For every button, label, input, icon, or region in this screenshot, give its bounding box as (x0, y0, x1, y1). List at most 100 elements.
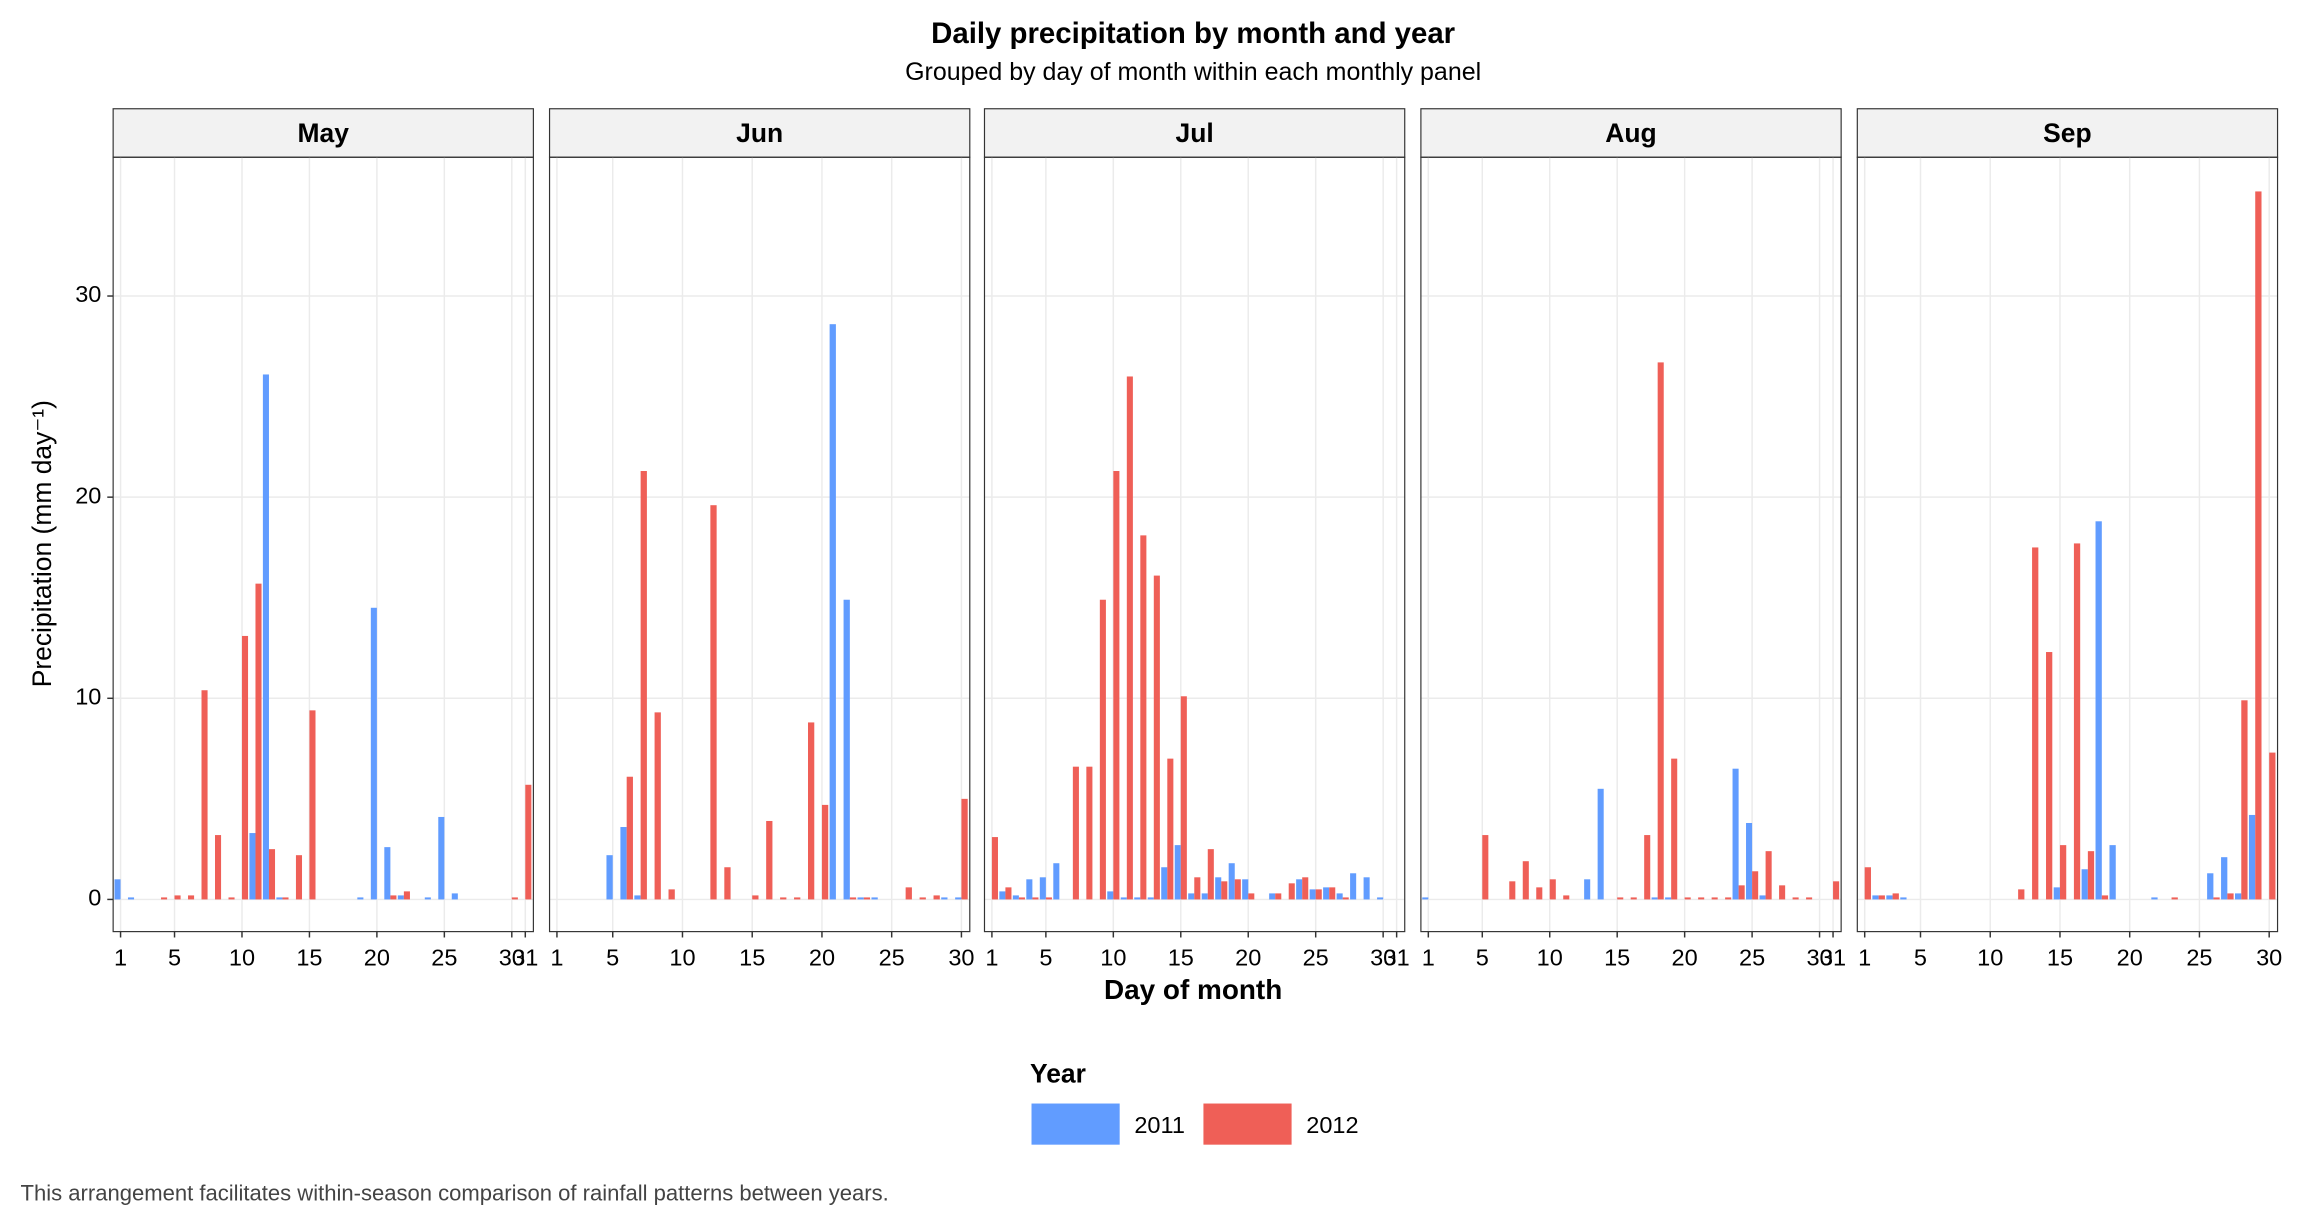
bar (1140, 535, 1147, 900)
bar (1806, 897, 1813, 900)
bar (1671, 758, 1678, 900)
y-tick-label: 30 (75, 281, 101, 307)
x-tick-label: 15 (296, 945, 322, 971)
strip-label: Aug (1605, 118, 1656, 148)
bar (2221, 857, 2228, 900)
plot-background (1857, 157, 2278, 932)
bar (620, 827, 627, 900)
bar (1759, 895, 1766, 900)
plot-background (549, 157, 970, 932)
bar (752, 895, 759, 900)
bar (766, 820, 773, 900)
bar (241, 635, 249, 900)
bar (941, 897, 948, 900)
bar (1107, 891, 1114, 900)
bar (1288, 883, 1295, 900)
strip-label: Jul (1176, 118, 1214, 148)
panel-border (1856, 156, 2279, 933)
caption: This arrangement facilitates within-seas… (21, 1180, 889, 1205)
bar (1363, 877, 1370, 900)
strip-label: Sep (2043, 118, 2092, 148)
bar (2081, 869, 2088, 900)
bar (1336, 893, 1343, 900)
bar (114, 879, 121, 900)
legend-title: Year (1030, 1059, 1086, 1089)
bar (1032, 897, 1039, 900)
bar (654, 712, 661, 900)
bar (403, 891, 410, 900)
bar (397, 895, 404, 900)
bar (961, 798, 968, 900)
bar (309, 710, 316, 900)
bar (843, 599, 850, 900)
bar (1617, 897, 1624, 900)
bar (2018, 889, 2025, 900)
bar (1698, 897, 1705, 900)
bar (1900, 897, 1907, 900)
bar (1269, 893, 1276, 900)
bar (1215, 877, 1222, 900)
y-axis-title: Precipitation (mm day⁻¹) (27, 400, 57, 687)
bar (1711, 897, 1718, 900)
bar (724, 867, 731, 900)
bar (794, 897, 801, 900)
x-tick-label: 1 (985, 945, 998, 971)
x-tick-label: 25 (1739, 945, 1765, 971)
bar (282, 897, 289, 900)
y-tick-label: 20 (75, 482, 101, 508)
bar (1329, 887, 1336, 900)
strip-background (1420, 108, 1842, 158)
bar (1892, 893, 1899, 900)
bar (808, 722, 815, 900)
bar (640, 471, 647, 900)
bar (1746, 822, 1753, 900)
bar (174, 895, 181, 900)
bar (626, 776, 633, 900)
x-tick-label: 5 (168, 945, 181, 971)
bar (1509, 881, 1516, 900)
x-tick-label: 20 (364, 945, 390, 971)
x-tick-label: 25 (431, 945, 457, 971)
chart-subtitle: Grouped by day of month within each mont… (905, 58, 1481, 86)
bar (606, 855, 613, 900)
x-tick-label: 31 (1820, 945, 1846, 971)
bar (525, 784, 532, 900)
bar (1302, 877, 1309, 900)
x-tick-label: 20 (809, 945, 835, 971)
bar (955, 897, 962, 900)
bar (2032, 547, 2039, 900)
legend-key (1203, 1103, 1292, 1145)
bar (2095, 521, 2102, 900)
bar (1207, 849, 1214, 900)
bar (919, 897, 926, 900)
bar (1242, 879, 1249, 900)
bar (1563, 895, 1570, 900)
strip-background (1856, 108, 2279, 158)
bar (2053, 887, 2060, 900)
x-tick-label: 25 (879, 945, 905, 971)
bar (905, 887, 912, 900)
bar (1536, 887, 1543, 900)
bar (634, 895, 641, 900)
bar (1039, 877, 1046, 900)
bar (2248, 814, 2256, 900)
panel-border (1420, 156, 1842, 933)
bar (1665, 897, 1672, 900)
x-tick-label: 30 (499, 945, 525, 971)
x-axis-title: Day of month (1104, 974, 1282, 1005)
x-tick-label: 31 (1384, 945, 1410, 971)
bar (424, 897, 431, 900)
bar (1296, 879, 1303, 900)
x-tick-label: 15 (739, 945, 765, 971)
bar (1153, 575, 1160, 900)
bar (390, 895, 397, 900)
chart-title: Daily precipitation by month and year (931, 17, 1455, 50)
bar (1086, 766, 1093, 900)
bar (188, 895, 195, 900)
bar (384, 847, 391, 900)
strip-background (112, 108, 534, 158)
panel-border (548, 156, 971, 933)
bar (1005, 887, 1012, 900)
bar (255, 583, 262, 900)
bar (1350, 873, 1357, 900)
